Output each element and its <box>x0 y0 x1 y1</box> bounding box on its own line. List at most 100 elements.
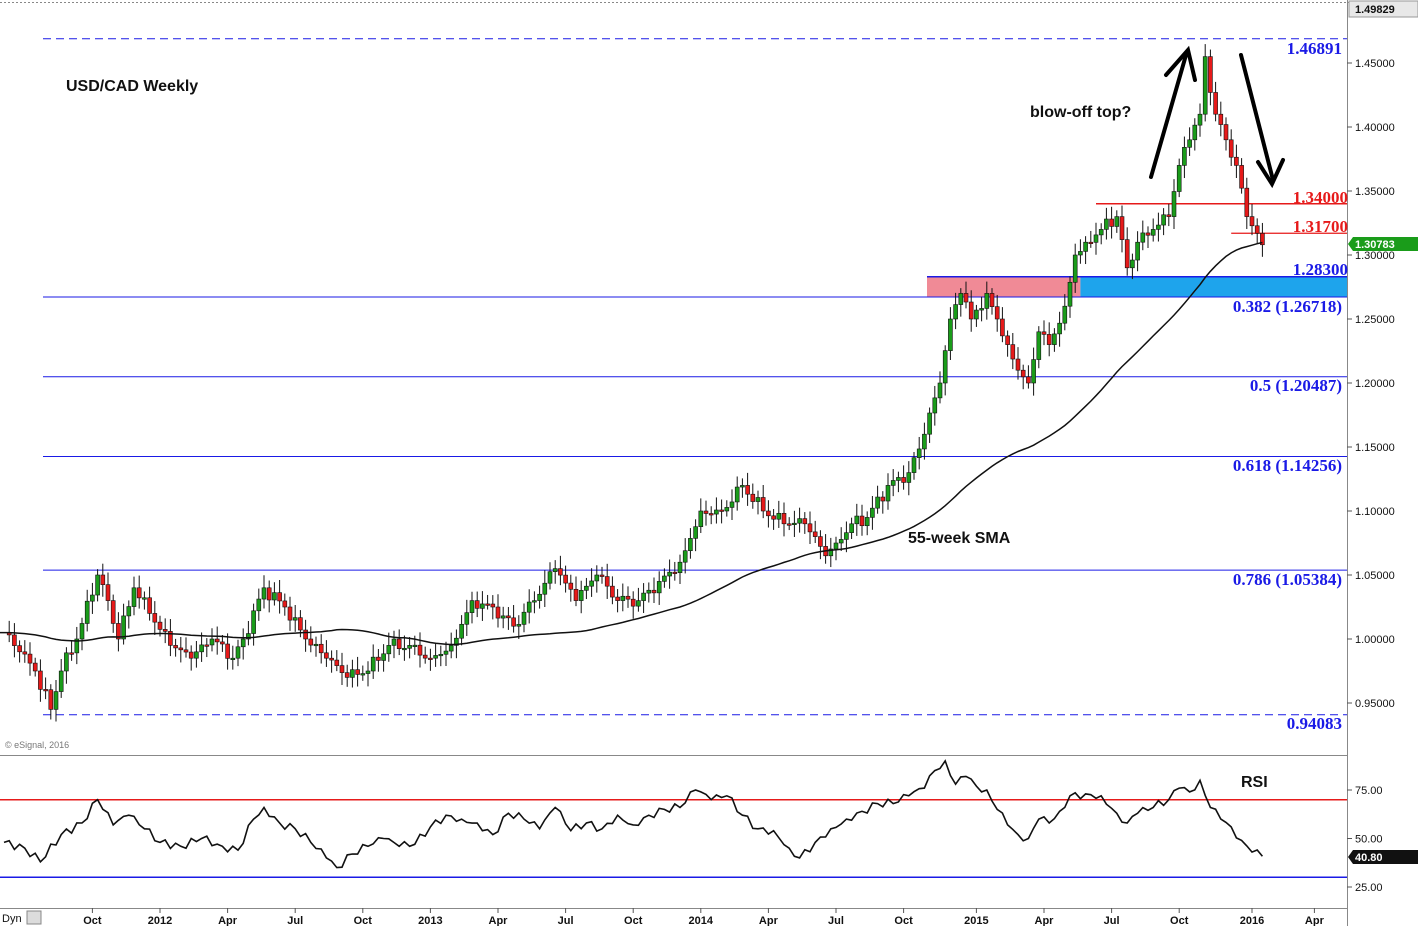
time-tick-label: Apr <box>489 915 509 926</box>
rsi-line <box>3 759 1264 869</box>
candle-down <box>1015 358 1021 371</box>
candle-up <box>90 594 95 602</box>
candle-up <box>365 670 371 674</box>
candle-up <box>1176 165 1182 192</box>
candle-up <box>448 645 454 652</box>
watermark: © eSignal, 2016 <box>5 740 69 750</box>
time-tick-label: Oct <box>894 915 913 926</box>
time-tick-label: Jul <box>1104 915 1120 926</box>
candle-down <box>703 510 709 514</box>
candle-up <box>682 550 688 563</box>
candle-up <box>381 653 386 661</box>
price-tick-label: 0.95000 <box>1355 698 1395 710</box>
candle-up <box>1052 333 1057 345</box>
candle-up <box>667 571 672 577</box>
candle-up <box>370 656 376 672</box>
candle-up <box>142 597 147 600</box>
candle-down <box>43 689 48 692</box>
candle-down <box>573 588 579 601</box>
candle-down <box>511 617 516 627</box>
candle-down <box>989 293 995 307</box>
candle-down <box>100 574 106 585</box>
candle-up <box>542 582 548 595</box>
candle-down <box>69 652 74 655</box>
sma-55-line <box>0 241 1263 646</box>
candle-up <box>646 589 652 594</box>
rsi-value-label: 40.80 <box>1355 852 1383 864</box>
candle-up <box>74 638 80 654</box>
candle-down <box>568 582 574 590</box>
candle-up <box>58 670 64 692</box>
candle-up <box>1135 241 1140 261</box>
candle-down <box>786 523 792 526</box>
rsi-value-tag <box>1348 850 1418 864</box>
candle-up <box>1067 281 1073 307</box>
candle-down <box>506 615 511 619</box>
candle-up <box>1078 251 1083 256</box>
candle-down <box>1249 216 1255 227</box>
down-arrow <box>1239 53 1285 189</box>
candle-down <box>651 589 657 594</box>
candle-up <box>797 518 802 524</box>
candle-up <box>1072 254 1078 283</box>
candle-down <box>1239 165 1244 189</box>
candle-down <box>474 600 480 609</box>
rsi-label: RSI <box>1241 774 1268 791</box>
price-tick-label: 1.00000 <box>1355 634 1395 646</box>
candle-up <box>272 592 277 601</box>
price-tick-label: 1.40000 <box>1355 122 1395 134</box>
time-tick-label: 2012 <box>148 915 172 926</box>
candle-down <box>719 509 724 512</box>
candle-down <box>1109 218 1114 227</box>
candle-down <box>1234 156 1239 166</box>
candle-down <box>771 515 776 520</box>
candle-down <box>38 670 43 690</box>
candle-up <box>313 643 319 647</box>
candle-down <box>422 654 428 659</box>
candle-up <box>1114 216 1120 227</box>
candle-down <box>376 656 381 661</box>
candle-up <box>95 574 100 596</box>
candle-up <box>942 350 948 384</box>
candle-up <box>438 653 444 657</box>
candle-down <box>1005 335 1010 345</box>
candle-up <box>1104 218 1109 230</box>
candle-up <box>464 612 470 625</box>
candle-up <box>906 472 912 483</box>
candle-up <box>443 650 449 655</box>
candle-down <box>1208 56 1213 93</box>
dyn-icon[interactable] <box>26 910 42 925</box>
candle-down <box>1041 331 1047 335</box>
current-price-label: 1.30783 <box>1355 239 1395 251</box>
candle-up <box>454 637 459 646</box>
candle-down <box>901 477 906 483</box>
price-tick-label: 1.45000 <box>1355 58 1395 70</box>
time-tick-label: Apr <box>1305 915 1325 926</box>
rsi-tick-label: 25.00 <box>1355 882 1383 894</box>
time-tick-label: Oct <box>354 915 373 926</box>
time-tick-label: 2014 <box>689 915 714 926</box>
candle-up <box>256 598 262 612</box>
up-arrow <box>1149 45 1197 179</box>
candle-down <box>1000 318 1005 337</box>
candle-up <box>360 673 366 676</box>
time-tick-label: 2013 <box>418 915 442 926</box>
candle-up <box>1057 322 1062 335</box>
candle-up <box>235 646 241 659</box>
candle-up <box>126 606 132 617</box>
candle-down <box>1124 239 1130 269</box>
candle-down <box>708 513 714 516</box>
candle-up <box>516 624 522 627</box>
candle-up <box>656 581 662 594</box>
candle-up <box>1093 234 1099 243</box>
price-tick-label: 1.05000 <box>1355 570 1395 582</box>
candle-up <box>662 575 667 582</box>
candle-down <box>344 672 350 678</box>
candle-up <box>589 580 594 587</box>
candle-down <box>750 493 756 502</box>
candle-up <box>932 397 938 414</box>
candle-up <box>391 638 397 646</box>
candle-up <box>84 600 90 624</box>
candle-up <box>240 638 246 648</box>
candle-up <box>688 538 693 552</box>
